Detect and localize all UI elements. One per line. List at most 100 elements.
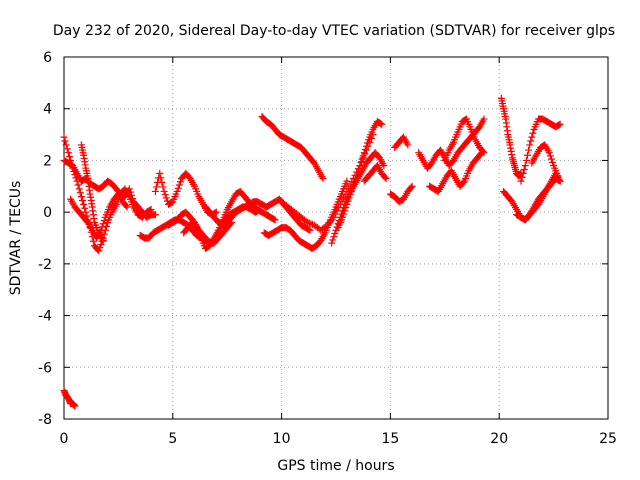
data-point-arc-a	[64, 149, 72, 157]
data-point-arc-c	[100, 217, 108, 225]
x-tick-label: 5	[168, 431, 177, 447]
data-point-arc-g	[161, 191, 169, 199]
data-point-arc-i	[271, 216, 279, 224]
data-point-arc-n	[329, 236, 337, 244]
chart-title: Day 232 of 2020, Sidereal Day-to-day VTE…	[53, 23, 615, 39]
data-point-arc-o	[359, 152, 367, 160]
data-point-arc-g	[159, 183, 167, 191]
data-marks	[60, 94, 564, 410]
data-point-arc-o	[350, 178, 358, 186]
data-point-arc-a	[81, 204, 89, 212]
data-point-arc-d	[99, 237, 107, 245]
data-point-arc-o	[356, 162, 364, 170]
data-point-arc-m	[307, 220, 315, 228]
y-tick-label: 6	[43, 50, 52, 66]
data-point-arc-x	[517, 177, 525, 185]
data-point-arc-n	[330, 233, 338, 241]
data-point-arc-q	[404, 141, 412, 149]
data-point-arc-a	[75, 185, 83, 193]
plot-frame	[63, 56, 609, 420]
data-point-arc-a	[77, 193, 85, 201]
data-point-arc-c	[98, 223, 106, 231]
data-point-arc-o	[360, 149, 368, 157]
data-point-arc-a	[96, 244, 104, 252]
data-point-arc-s	[480, 115, 488, 123]
data-point-arc-a	[74, 181, 82, 189]
y-tick-label: 2	[43, 153, 52, 169]
data-point-arc-o	[378, 120, 386, 128]
data-point-arc-p	[382, 175, 390, 183]
data-point-arc-m	[330, 213, 338, 221]
data-point-arc-m	[322, 222, 330, 230]
data-point-arc-a	[62, 141, 70, 149]
x-tick-label: 10	[273, 431, 291, 447]
data-point-arc-u	[479, 147, 487, 155]
x-tick-label: 20	[490, 431, 508, 447]
data-point-arc-x	[556, 120, 564, 128]
data-point-arc-b	[151, 211, 159, 219]
data-point-arc-x	[529, 129, 537, 137]
data-point-arc-g	[157, 174, 165, 182]
data-point-arc-g	[175, 181, 183, 189]
x-axis-title: GPS time / hours	[277, 458, 394, 474]
data-point-arc-x	[521, 162, 529, 170]
data-point-arc-a	[82, 208, 90, 216]
data-point-arc-x	[519, 169, 527, 177]
data-point-arc-c	[122, 202, 130, 210]
data-point-arc-o	[347, 187, 355, 195]
data-point-arc-a	[76, 189, 84, 197]
data-point-arc-i	[192, 222, 200, 230]
data-point-arc-g	[160, 187, 168, 195]
data-point-arc-x	[526, 141, 534, 149]
data-point-arc-a	[65, 153, 73, 161]
data-point-arc-c	[123, 203, 131, 211]
data-point-arc-b	[127, 191, 135, 199]
data-point-arc-a	[97, 240, 105, 248]
y-tick-label: -4	[38, 309, 52, 325]
data-point-arc-x	[518, 173, 526, 181]
data-point-arc-o	[344, 197, 352, 205]
data-point-arc-a	[61, 137, 69, 145]
data-point-arc-x	[523, 151, 531, 159]
data-point-arc-a	[95, 247, 103, 255]
data-point-arc-x	[555, 121, 563, 129]
data-point-arc-o	[349, 181, 357, 189]
data-point-arc-a	[63, 145, 71, 153]
data-point-arc-a	[80, 200, 88, 208]
data-point-arc-p	[381, 173, 389, 181]
data-point-arc-g	[162, 194, 170, 202]
data-point-arc-y	[545, 149, 553, 157]
data-point-arc-r	[408, 182, 416, 190]
data-point-arc-o	[345, 194, 353, 202]
data-point-arc-j	[306, 226, 314, 234]
x-tick-label: 25	[599, 431, 617, 447]
data-point-arc-c	[99, 220, 107, 228]
data-point-arc-g	[158, 178, 166, 186]
data-point-arc-e	[71, 402, 79, 410]
data-point-arc-o	[339, 213, 347, 221]
data-point-arc-m	[331, 210, 339, 218]
y-tick-label: -6	[38, 360, 52, 376]
data-point-arc-o	[357, 158, 365, 166]
data-point-arc-o	[342, 204, 350, 212]
data-point-arc-g	[152, 183, 160, 191]
data-point-arc-g	[176, 178, 184, 186]
data-point-arc-j	[305, 226, 313, 234]
y-tick-label: 0	[43, 205, 52, 221]
data-point-arc-o	[353, 171, 361, 179]
data-point-arc-x	[528, 133, 536, 141]
data-point-arc-o	[355, 165, 363, 173]
data-point-arc-x	[522, 156, 530, 164]
data-point-arc-b	[125, 185, 133, 193]
data-point-arc-g	[174, 184, 182, 192]
data-point-arc-m	[305, 219, 313, 227]
y-tick-label: -8	[38, 412, 52, 428]
data-point-arc-x	[520, 165, 528, 173]
x-axis-tick-labels: 0 5 10 15 20 25	[60, 431, 617, 447]
y-tick-label: 4	[43, 102, 52, 118]
data-point-arc-o	[361, 145, 369, 153]
data-point-arc-o	[352, 175, 360, 183]
data-point-arc-g	[173, 187, 181, 195]
data-point-arc-y	[549, 158, 557, 166]
data-point-arc-z	[556, 177, 564, 185]
